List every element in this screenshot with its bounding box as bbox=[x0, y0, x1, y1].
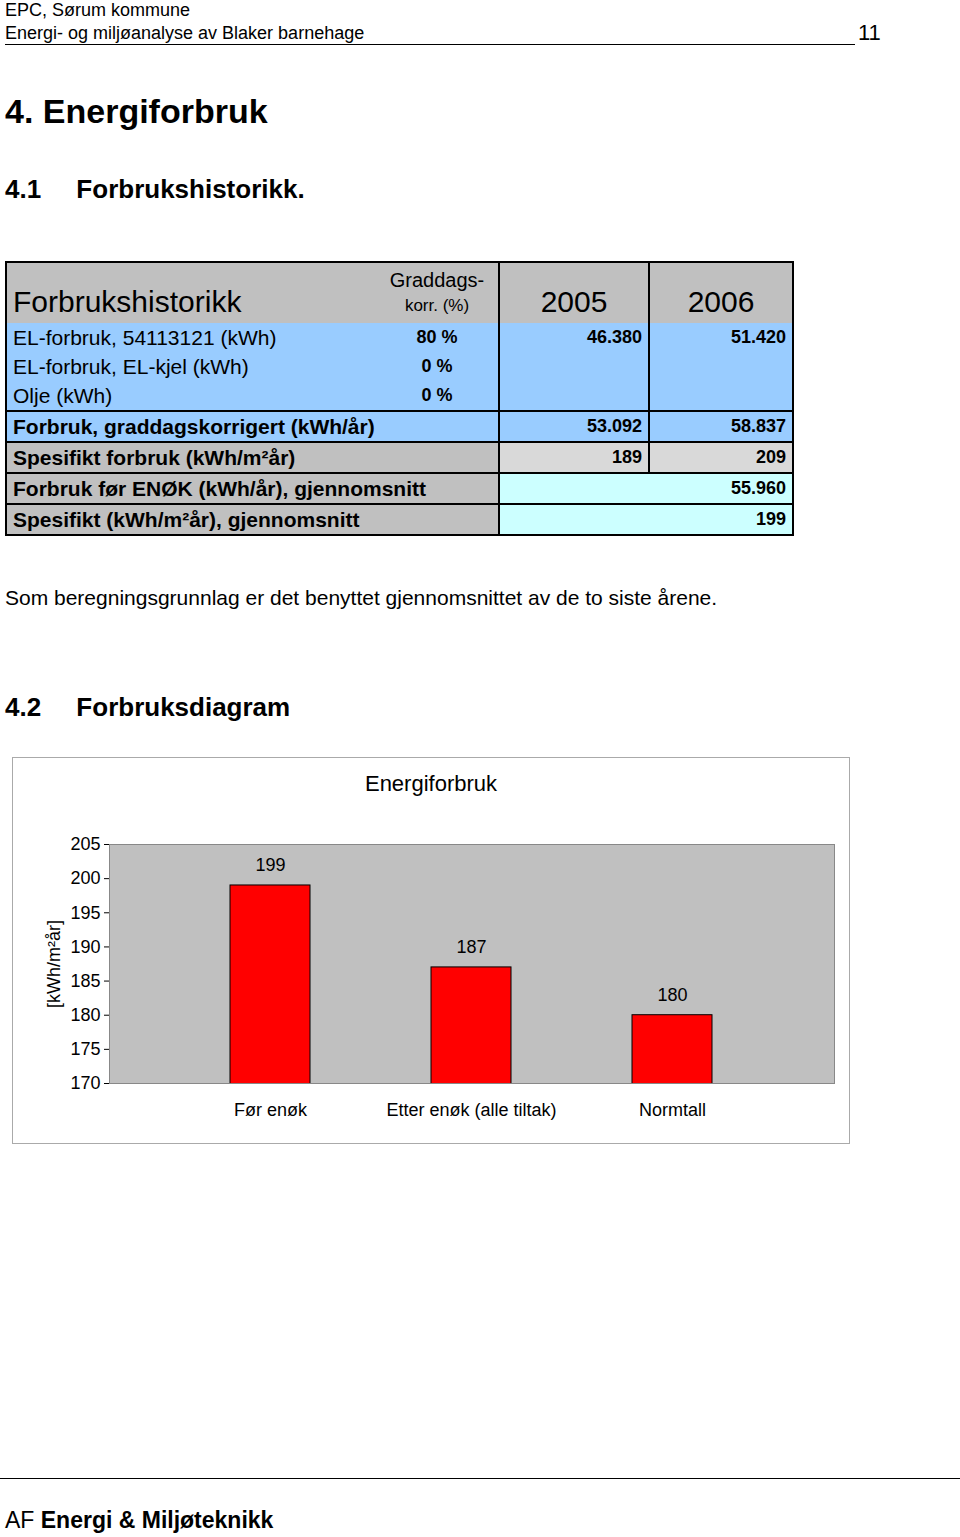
svg-text:180: 180 bbox=[657, 985, 687, 1005]
html-text:AF Energi & Miljøteknikk: AF Energi & Miljøteknikk bbox=[5, 1507, 274, 1533]
html-text:46.380: 46.380 bbox=[586, 327, 642, 347]
html-text:Som beregningsgrunnlag er det: Som beregningsgrunnlag er det benyttet g… bbox=[5, 586, 718, 609]
html-text:189: 189 bbox=[612, 447, 642, 467]
html-text:EL-forbruk, 54113121 (kWh): EL-forbruk, 54113121 (kWh) bbox=[13, 325, 277, 349]
html-text:4.2 Forbruksdiagram: 4.2 Forbruksdiagram bbox=[5, 692, 291, 722]
svg-text:200: 200 bbox=[70, 868, 100, 888]
html-text:2005: 2005 bbox=[540, 285, 608, 318]
html-text:Energiforbruk: Energiforbruk bbox=[365, 771, 497, 796]
html-text:Forbrukshistorikk: Forbrukshistorikk bbox=[13, 285, 242, 318]
html-text:EPC, Sørum kommune: EPC, Sørum kommune bbox=[5, 0, 190, 20]
svg-text:199: 199 bbox=[255, 855, 285, 875]
html-text:Graddags-: Graddags- bbox=[389, 269, 485, 291]
html-text:2006: 2006 bbox=[687, 285, 755, 318]
svg-text:180: 180 bbox=[70, 1005, 100, 1025]
svg-text:185: 185 bbox=[70, 971, 100, 991]
html-text:korr. (%): korr. (%) bbox=[404, 296, 470, 315]
html-text:11: 11 bbox=[858, 20, 881, 45]
html-text:0 %: 0 % bbox=[421, 385, 453, 405]
html-text:209: 209 bbox=[756, 447, 786, 467]
html-text:Forbruk, graddagskorrigert (kW: Forbruk, graddagskorrigert (kWh/år) bbox=[13, 414, 375, 438]
html-text:Energi- og miljøanalyse av Bla: Energi- og miljøanalyse av Blaker barneh… bbox=[5, 23, 365, 43]
svg-text:175: 175 bbox=[70, 1039, 100, 1059]
html-text:51.420: 51.420 bbox=[730, 327, 786, 347]
html-text:53.092: 53.092 bbox=[586, 416, 642, 436]
html-text:0 %: 0 % bbox=[421, 356, 453, 376]
svg-text:170: 170 bbox=[70, 1073, 100, 1093]
html-text:199: 199 bbox=[756, 509, 786, 529]
svg-text:187: 187 bbox=[456, 937, 486, 957]
html-text:EL-forbruk, EL-kjel (kWh): EL-forbruk, EL-kjel (kWh) bbox=[13, 354, 249, 378]
html-text:4. Energiforbruk: 4. Energiforbruk bbox=[5, 92, 268, 130]
html-text:55.960: 55.960 bbox=[730, 478, 786, 498]
html-text:58.837: 58.837 bbox=[730, 416, 786, 436]
svg-text:205: 205 bbox=[70, 834, 100, 854]
html-text:Olje (kWh): Olje (kWh) bbox=[13, 383, 113, 407]
html-text:Forbruk før ENØK (kWh/år), gje: Forbruk før ENØK (kWh/år), gjennomsnitt bbox=[13, 476, 426, 500]
svg-text:Etter enøk (alle tiltak): Etter enøk (alle tiltak) bbox=[386, 1100, 556, 1120]
svg-text:190: 190 bbox=[70, 937, 100, 957]
svg-text:[kWh/m²år]: [kWh/m²år] bbox=[44, 920, 64, 1008]
html-text:80 %: 80 % bbox=[416, 327, 458, 347]
html-text:4.1 Forbrukshistorikk.: 4.1 Forbrukshistorikk. bbox=[5, 174, 305, 204]
html-text:Spesifikt forbruk (kWh/m²år): Spesifikt forbruk (kWh/m²år) bbox=[13, 445, 296, 469]
html-text:Spesifikt (kWh/m²år), gjennoms: Spesifikt (kWh/m²år), gjennomsnitt bbox=[13, 507, 360, 531]
svg-text:Normtall: Normtall bbox=[639, 1100, 706, 1120]
svg-text:195: 195 bbox=[70, 903, 100, 923]
svg-text:Før enøk: Før enøk bbox=[234, 1100, 308, 1120]
